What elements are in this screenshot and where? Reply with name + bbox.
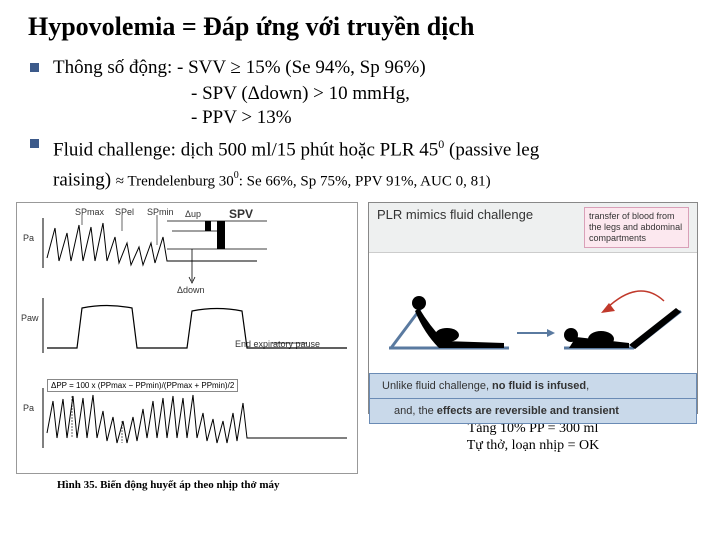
waveform-figure: Pa Paw Pa SPmax SPel SPmin Δup SPV Δdown… xyxy=(16,202,358,474)
bullet-icon xyxy=(30,139,39,148)
b2-lead: Fluid challenge: xyxy=(53,139,176,160)
bullet-icon xyxy=(30,63,39,72)
b2-l2b: ≈ Trendelenburg 30 xyxy=(116,174,234,190)
plr-band-1: Unlike fluid challenge, no fluid is infu… xyxy=(369,373,697,399)
plr-note: transfer of blood from the legs and abdo… xyxy=(584,207,689,248)
figures-row: Pa Paw Pa SPmax SPel SPmin Δup SPV Δdown… xyxy=(0,198,720,474)
plr-header: PLR mimics fluid challenge transfer of b… xyxy=(369,203,697,253)
bullet-1-text: Thông số động: - SVV ≥ 15% (Se 94%, Sp 9… xyxy=(53,56,426,80)
band1-b: no fluid is infused xyxy=(492,380,586,392)
waveform-svg xyxy=(17,203,357,473)
band2-a: and, the xyxy=(394,405,434,417)
b2-l2a: raising) xyxy=(53,170,116,191)
bullet-list: Thông số động: - SVV ≥ 15% (Se 94%, Sp 9… xyxy=(0,50,720,198)
plr-footer: Unlike fluid challenge, no fluid is infu… xyxy=(369,373,697,429)
b2-rest: dịch 500 ml/15 phút hoặc PLR 45 xyxy=(181,139,439,160)
b1-l2: - SPV (Δdown) > 10 mmHg, xyxy=(191,82,700,106)
slide-title: Hypovolemia = Đáp ứng với truyền dịch xyxy=(0,0,720,50)
bullet-1: Thông số động: - SVV ≥ 15% (Se 94%, Sp 9… xyxy=(30,56,700,80)
b1-l1: - SVV ≥ 15% (Se 94%, Sp 96%) xyxy=(177,57,426,78)
left-caption: Hình 35. Biến động huyết áp theo nhịp th… xyxy=(57,479,279,491)
plr-title: PLR mimics fluid challenge xyxy=(377,207,533,222)
band1-c: , xyxy=(586,380,589,392)
b2-line2: raising) ≈ Trendelenburg 300: Se 66%, Sp… xyxy=(53,164,700,193)
b2-l2c: : Se 66%, Sp 75%, PPV 91%, AUC 0, 81) xyxy=(239,174,491,190)
plr-body xyxy=(369,253,697,373)
plr-band-2: and, the effects are reversible and tran… xyxy=(369,399,697,424)
b1-l3: - PPV > 13% xyxy=(191,106,700,130)
band1-a: Unlike fluid challenge, xyxy=(382,380,489,392)
plr-box: PLR mimics fluid challenge transfer of b… xyxy=(368,202,698,414)
band2-b: effects are reversible and transient xyxy=(437,405,619,417)
plr-figure: PLR mimics fluid challenge transfer of b… xyxy=(368,202,698,474)
cap2: Tự thở, loạn nhịp = OK xyxy=(368,437,698,454)
b1-lead: Thông số động: xyxy=(53,57,172,78)
bullet-2: Fluid challenge: dịch 500 ml/15 phút hoặ… xyxy=(30,132,700,162)
plr-svg xyxy=(369,253,699,373)
b2-tail: (passive leg xyxy=(444,139,539,160)
bullet-2-text: Fluid challenge: dịch 500 ml/15 phút hoặ… xyxy=(53,132,539,162)
